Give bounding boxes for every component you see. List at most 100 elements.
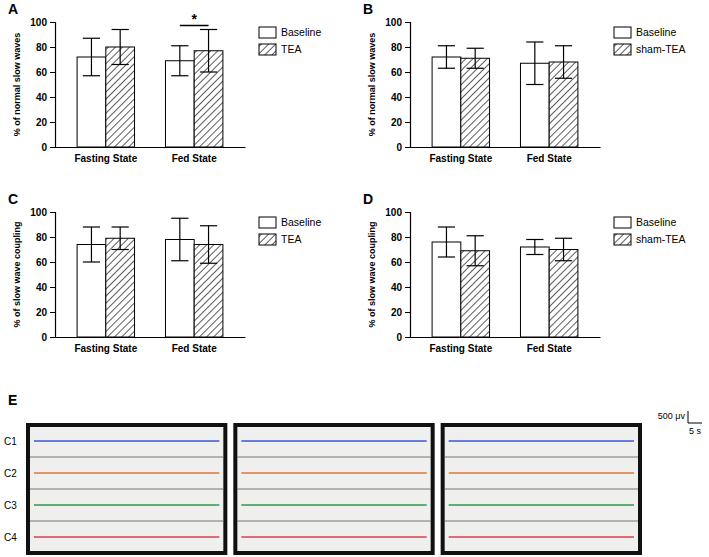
error-bar: [200, 30, 217, 73]
y-tick: 80: [36, 232, 55, 243]
legend-swatch: [259, 217, 276, 228]
y-tick-mark: [50, 212, 55, 213]
y-axis-title: % of normal slow waves: [12, 33, 22, 137]
legend: BaselineTEA: [259, 216, 321, 245]
y-tick-label: 100: [30, 17, 47, 28]
y-tick-mark: [405, 122, 410, 123]
error-line: [563, 46, 564, 79]
y-tick-label: 20: [36, 117, 48, 128]
channel-separator: [30, 521, 223, 522]
error-bar: [526, 42, 543, 85]
y-tick-mark: [405, 97, 410, 98]
legend-swatch: [259, 44, 276, 55]
y-axis-title: % of slow wave coupling: [367, 221, 377, 327]
y-tick-label: 20: [36, 307, 48, 318]
marks: [432, 227, 578, 337]
error-bar: [467, 236, 484, 266]
error-cap: [438, 226, 455, 227]
x-axis: Fasting State Fed State: [411, 147, 601, 164]
legend-label: sham-TEA: [636, 43, 686, 55]
channel-baseline: [241, 472, 426, 473]
channel-baseline: [34, 536, 219, 537]
legend-swatch: [614, 44, 631, 55]
y-axis-title: % of slow wave coupling: [12, 221, 22, 327]
y-tick-mark: [405, 337, 410, 338]
legend-entry: Baseline: [614, 216, 676, 228]
y-tick: 40: [36, 282, 55, 293]
y-axis-line: [50, 213, 56, 338]
y-axis-title: % of normal slow waves: [367, 33, 377, 137]
x-axis: Fasting State Fed State: [56, 337, 246, 354]
x-tick-label: Fed State: [172, 153, 217, 164]
panel: C020406080100Fasting StateFed State% of …: [8, 191, 321, 354]
frame-background: [28, 425, 225, 553]
y-tick-mark: [50, 337, 55, 338]
bar: [461, 58, 490, 147]
x-tick: Fed State: [527, 147, 572, 164]
error-cap: [555, 260, 572, 261]
x-tick: Fed State: [172, 337, 217, 354]
legend: BaselineTEA: [259, 26, 321, 55]
error-bar: [555, 46, 572, 79]
y-tick-mark: [50, 72, 55, 73]
y-axis-line: [405, 23, 411, 148]
y-tick-label: 0: [41, 142, 47, 153]
x-tick-label: Fed State: [527, 343, 572, 354]
y-axis-line: [405, 213, 411, 338]
y-tick-label: 0: [396, 142, 402, 153]
y-tick: 60: [391, 257, 410, 268]
significance-label: *: [191, 11, 197, 27]
y-tick-label: 20: [391, 307, 403, 318]
legend-entry: sham-TEA: [614, 43, 686, 55]
y-tick: 40: [36, 92, 55, 103]
y-tick-mark: [50, 147, 55, 148]
channel-separator: [30, 489, 223, 490]
error-bar: [555, 238, 572, 261]
error-cap: [171, 45, 188, 46]
x-axis-line: [411, 337, 601, 338]
y-tick-label: 80: [391, 232, 403, 243]
error-cap: [112, 29, 129, 30]
y-tick-label: 100: [385, 207, 402, 218]
y-tick: 100: [385, 17, 410, 28]
plot: 020406080100Fasting StateFed State: [385, 207, 600, 354]
y-tick: 100: [30, 17, 55, 28]
plot: 020406080100Fasting StateFed State: [30, 207, 245, 354]
error-bar: [526, 240, 543, 255]
legend-label: sham-TEA: [636, 233, 686, 245]
error-cap: [526, 41, 543, 42]
y-tick-mark: [50, 287, 55, 288]
x-tick-label: Fasting State: [74, 343, 137, 354]
x-tick: Fasting State: [429, 147, 492, 164]
bar: [549, 250, 578, 338]
legend-swatch: [614, 217, 631, 228]
y-tick-mark: [405, 147, 410, 148]
y-tick: 80: [391, 42, 410, 53]
error-bar: [438, 46, 455, 69]
error-line: [446, 46, 447, 69]
error-cap: [171, 218, 188, 219]
error-bar: [171, 46, 188, 76]
y-tick-label: 100: [385, 17, 402, 28]
marks: [432, 42, 578, 147]
error-cap: [83, 75, 100, 76]
y-tick: 20: [391, 117, 410, 128]
x-tick-label: Fed State: [527, 153, 572, 164]
legend-swatch: [259, 27, 276, 38]
x-axis: Fasting State Fed State: [56, 147, 246, 164]
legend-entry: Baseline: [259, 216, 321, 228]
channel-baseline: [34, 504, 219, 505]
y-tick: 0: [396, 332, 410, 343]
x-tick-label: Fasting State: [74, 153, 137, 164]
error-line: [120, 30, 121, 65]
y-tick-mark: [405, 312, 410, 313]
error-cap: [112, 249, 129, 250]
y-tick: 20: [36, 117, 55, 128]
error-bar: [200, 226, 217, 264]
y-tick-mark: [50, 122, 55, 123]
panel-label: E: [8, 392, 17, 408]
y-tick: 0: [396, 142, 410, 153]
y-tick: 100: [385, 207, 410, 218]
legend-swatch: [614, 234, 631, 245]
error-cap: [200, 71, 217, 72]
